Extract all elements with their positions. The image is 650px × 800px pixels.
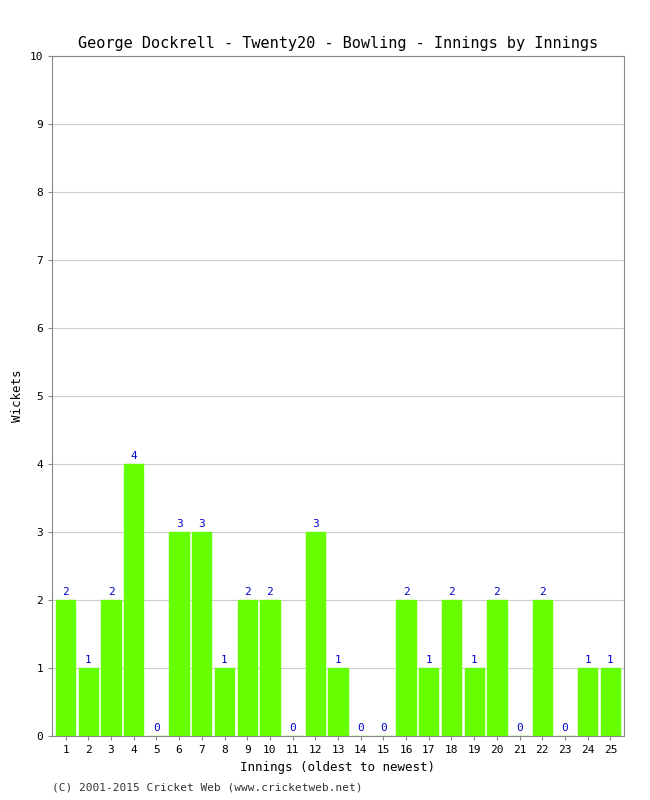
Bar xyxy=(532,600,552,736)
Bar xyxy=(328,668,348,736)
Bar xyxy=(237,600,257,736)
Bar xyxy=(442,600,461,736)
Bar xyxy=(306,532,325,736)
Text: 2: 2 xyxy=(493,586,501,597)
Bar xyxy=(124,464,144,736)
Bar xyxy=(170,532,188,736)
Text: 1: 1 xyxy=(607,654,614,665)
Text: 2: 2 xyxy=(448,586,455,597)
Bar xyxy=(79,668,98,736)
Bar xyxy=(578,668,597,736)
Bar xyxy=(601,668,620,736)
Text: 2: 2 xyxy=(62,586,69,597)
Text: 0: 0 xyxy=(562,722,568,733)
Text: 0: 0 xyxy=(516,722,523,733)
Text: 0: 0 xyxy=(153,722,160,733)
Text: 3: 3 xyxy=(312,518,318,529)
Text: 3: 3 xyxy=(198,518,205,529)
Text: 2: 2 xyxy=(108,586,114,597)
Bar xyxy=(260,600,280,736)
Text: 1: 1 xyxy=(335,654,341,665)
Bar xyxy=(419,668,439,736)
Text: 2: 2 xyxy=(244,586,251,597)
Bar xyxy=(465,668,484,736)
Title: George Dockrell - Twenty20 - Bowling - Innings by Innings: George Dockrell - Twenty20 - Bowling - I… xyxy=(78,36,598,50)
Text: 3: 3 xyxy=(176,518,183,529)
X-axis label: Innings (oldest to newest): Innings (oldest to newest) xyxy=(240,761,436,774)
Text: 1: 1 xyxy=(85,654,92,665)
Text: 1: 1 xyxy=(584,654,591,665)
Bar xyxy=(396,600,416,736)
Text: 1: 1 xyxy=(221,654,228,665)
Text: 0: 0 xyxy=(358,722,364,733)
Text: 0: 0 xyxy=(380,722,387,733)
Y-axis label: Wickets: Wickets xyxy=(11,370,24,422)
Text: 1: 1 xyxy=(471,654,478,665)
Text: (C) 2001-2015 Cricket Web (www.cricketweb.net): (C) 2001-2015 Cricket Web (www.cricketwe… xyxy=(52,782,363,792)
Text: 1: 1 xyxy=(425,654,432,665)
Bar xyxy=(488,600,506,736)
Text: 0: 0 xyxy=(289,722,296,733)
Bar xyxy=(56,600,75,736)
Text: 2: 2 xyxy=(266,586,273,597)
Bar xyxy=(215,668,234,736)
Text: 4: 4 xyxy=(131,450,137,461)
Bar xyxy=(192,532,211,736)
Text: 2: 2 xyxy=(539,586,545,597)
Bar xyxy=(101,600,121,736)
Text: 2: 2 xyxy=(403,586,410,597)
